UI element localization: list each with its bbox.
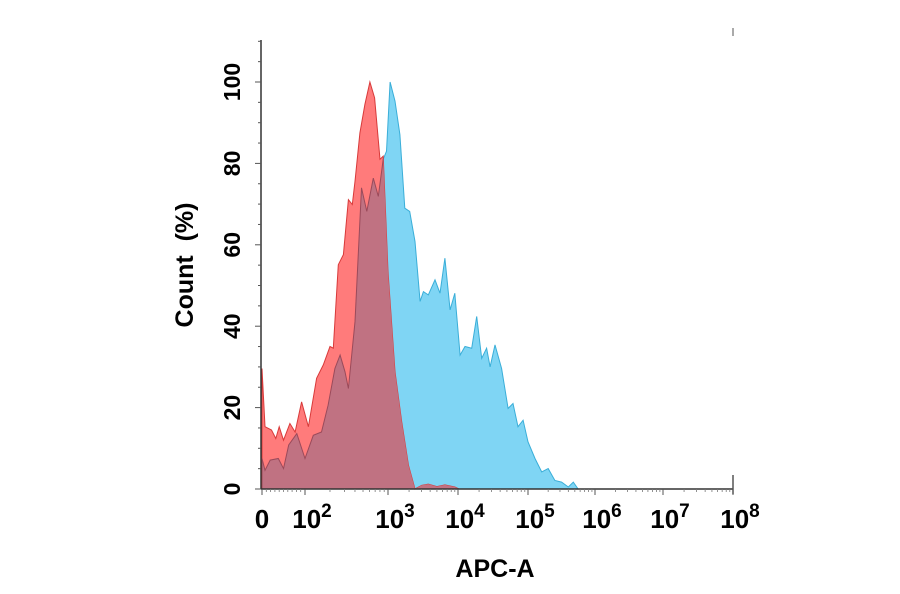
x-tick-base: 10 [720,504,749,534]
x-tick-exponent: 6 [611,501,622,522]
x-tick-base: 10 [445,504,474,534]
x-axis-title: APC-A [455,555,534,583]
x-tick-label: 106 [582,501,622,534]
x-tick-base: 10 [515,504,544,534]
x-tick-label: 0 [255,504,269,534]
x-tick-base: 0 [255,504,269,534]
x-tick-base: 10 [375,504,404,534]
x-tick-label: 107 [650,501,690,534]
y-tick-label: 80 [219,151,245,177]
y-tick-label: 60 [219,232,245,258]
x-tick-exponent: 4 [474,501,485,522]
x-tick-exponent: 8 [749,501,760,522]
y-tick-label: 100 [219,63,245,101]
y-tick-label: 40 [219,313,245,339]
y-tick-label: 20 [219,395,245,421]
x-tick-base: 10 [582,504,611,534]
x-tick-base: 10 [650,504,679,534]
x-tick-base: 10 [292,504,321,534]
x-tick-label: 103 [375,501,415,534]
y-axis-title: Count (%) [171,203,199,328]
y-tick-label: 0 [219,483,245,496]
x-tick-label: 105 [515,501,555,534]
x-tick-label: 108 [720,501,760,534]
x-tick-exponent: 5 [544,501,555,522]
x-tick-label: 102 [292,501,332,534]
x-tick-label: 104 [445,501,485,534]
x-tick-exponent: 2 [321,501,332,522]
x-tick-exponent: 7 [679,501,690,522]
x-tick-exponent: 3 [404,501,415,522]
